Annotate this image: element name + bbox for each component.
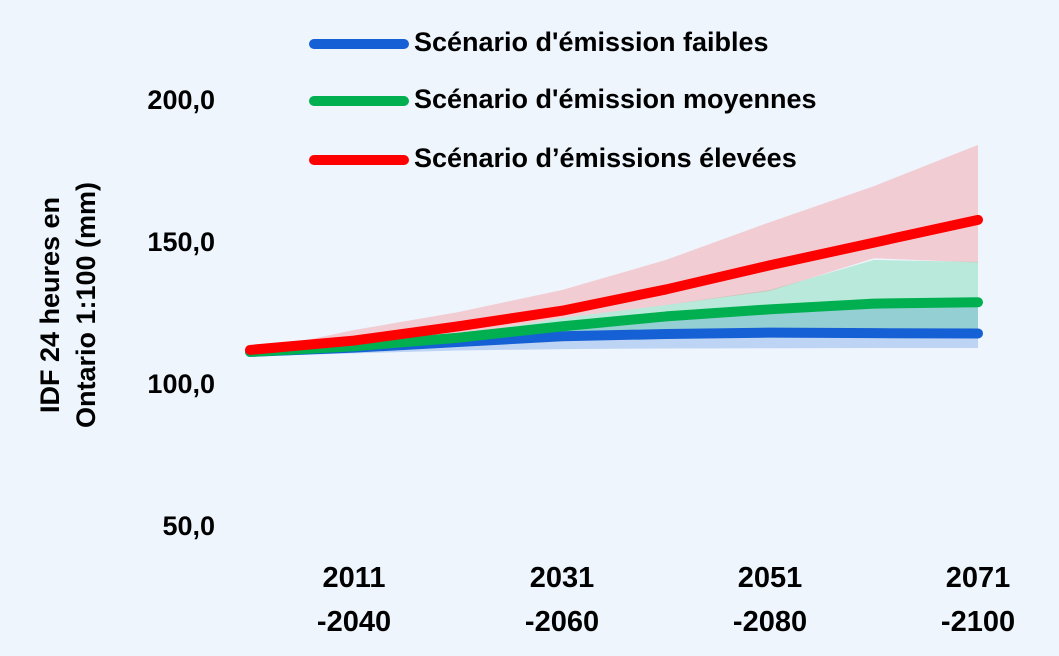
legend-label: Scénario d'émission moyennes <box>414 84 817 114</box>
y-tick-label: 150,0 <box>147 227 215 257</box>
x-tick-label: 2011 -2040 <box>316 562 392 638</box>
series-line <box>245 214 983 355</box>
y-axis-label: IDF 24 heures en <box>35 197 65 413</box>
y-tick-label: 100,0 <box>147 369 215 399</box>
legend-label: Scénario d’émissions élevées <box>414 143 797 173</box>
x-tick-label: 2031 -2060 <box>524 562 600 638</box>
range-band <box>250 259 978 355</box>
x-tick-label: 2071 -2100 <box>940 562 1016 638</box>
legend-label: Scénario d'émission faibles <box>414 27 769 57</box>
y-tick-label: 50,0 <box>162 511 215 541</box>
series-line <box>245 297 983 357</box>
y-axis-label: Ontario 1:100 (mm) <box>71 182 101 428</box>
x-tick-label: 2051 -2080 <box>732 562 808 638</box>
y-tick-label: 200,0 <box>147 85 215 115</box>
